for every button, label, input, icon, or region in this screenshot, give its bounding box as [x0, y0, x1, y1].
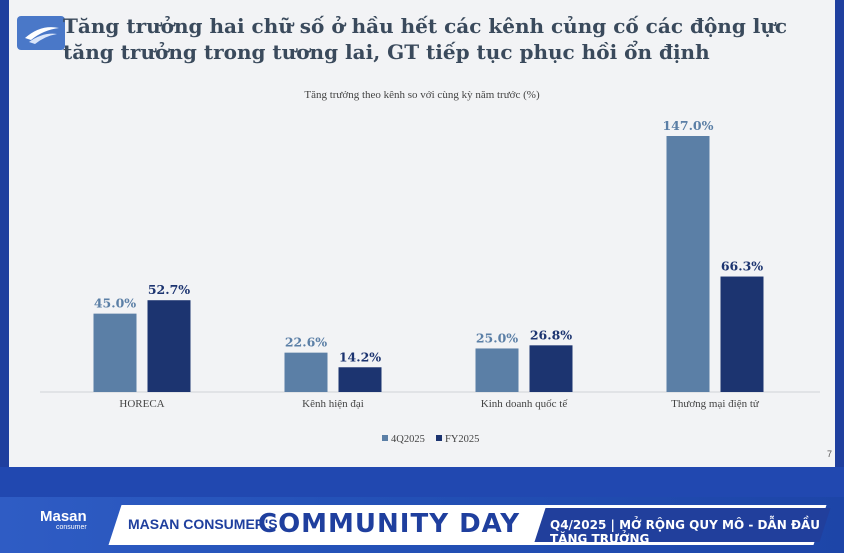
data-label-FY2025-3: 66.3%: [721, 259, 763, 274]
chart-title: Tăng trưởng theo kênh so với cùng kỳ năm…: [304, 89, 540, 101]
legend-swatch-FY2025: [436, 435, 442, 441]
bar-FY2025-1: [338, 367, 382, 392]
slide-title: Tăng trưởng hai chữ số ở hầu hết các kên…: [63, 14, 788, 64]
bar-FY2025-0: [147, 300, 191, 392]
category-label-1: Kênh hiện đại: [302, 398, 364, 410]
footer-logo: Masan: [40, 508, 87, 525]
bar-FY2025-2: [529, 345, 573, 392]
legend-label-4Q2025: 4Q2025: [391, 434, 425, 445]
category-label-0: HORECA: [119, 398, 164, 410]
category-label-2: Kinh doanh quốc tế: [481, 398, 569, 410]
data-label-FY2025-2: 26.8%: [530, 327, 572, 342]
data-label-4Q2025-1: 22.6%: [285, 335, 327, 350]
data-label-4Q2025-3: 147.0%: [662, 118, 713, 133]
brand-prefix: MASAN CONSUMER'S: [128, 516, 278, 532]
category-label-3: Thương mại điện tử: [671, 398, 760, 410]
page-number: 7: [826, 449, 832, 459]
data-label-FY2025-1: 14.2%: [339, 349, 381, 364]
tagline: Q4/2025 | MỞ RỘNG QUY MÔ - DẪN ĐẦU TĂNG …: [550, 518, 821, 546]
legend-swatch-4Q2025: [382, 435, 388, 441]
bar-FY2025-3: [720, 276, 764, 392]
bar-chart: 45.0% 52.7% HORECA 22.6% 14.2% Kênh hiện đại 2…: [40, 118, 820, 445]
masan-logo-icon: [17, 16, 65, 50]
bar-4Q2025-2: [475, 348, 519, 392]
bar-4Q2025-0: [93, 313, 137, 392]
data-label-4Q2025-0: 45.0%: [94, 296, 136, 311]
brand-main: COMMUNITY DAY: [258, 509, 521, 539]
bar-4Q2025-3: [666, 136, 710, 392]
data-label-FY2025-0: 52.7%: [148, 282, 190, 297]
legend-label-FY2025: FY2025: [445, 434, 479, 445]
data-label-4Q2025-2: 25.0%: [476, 330, 518, 345]
footer-logo-sub: consumer: [56, 524, 87, 531]
bar-4Q2025-1: [284, 352, 328, 392]
